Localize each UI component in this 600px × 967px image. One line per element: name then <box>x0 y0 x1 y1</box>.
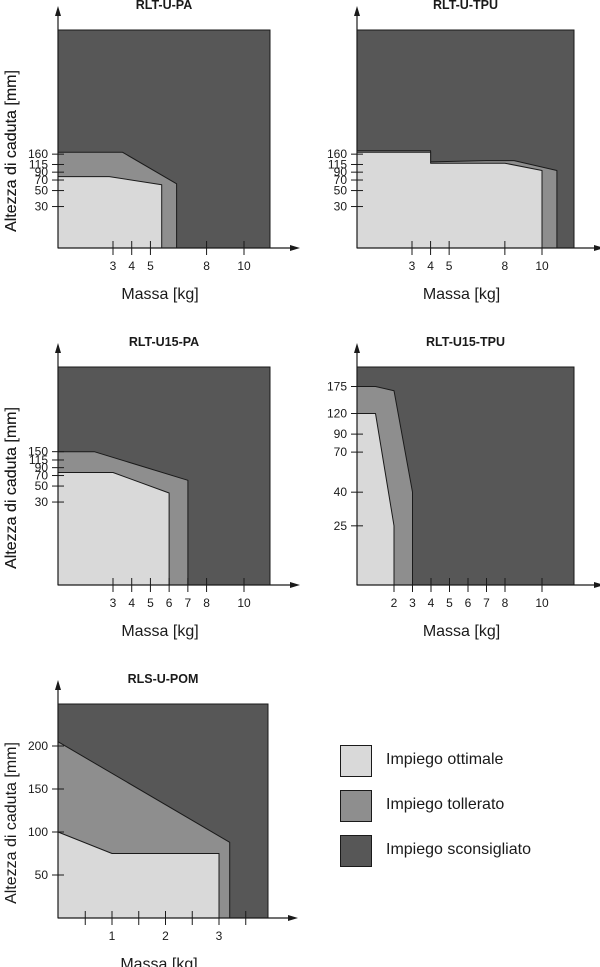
legend-swatch-sconsigliato <box>340 835 372 867</box>
y-tick-label: 200 <box>28 739 48 753</box>
y-tick-label: 50 <box>35 868 49 882</box>
y-axis-arrow-icon <box>55 6 61 16</box>
region-ottimale <box>57 176 163 249</box>
legend-label-tollerato: Impiego tollerato <box>386 796 505 813</box>
x-tick-label: 4 <box>128 596 135 610</box>
y-axis-label: Altezza di caduta [mm] <box>3 407 20 569</box>
y-tick-label: 50 <box>334 184 348 198</box>
chart-title: RLS-U-POM <box>128 672 199 686</box>
y-tick-label: 25 <box>334 519 348 533</box>
chart-title: RLT-U-PA <box>136 0 192 12</box>
x-tick-label: 8 <box>502 259 509 273</box>
x-axis-label: Massa [kg] <box>120 956 197 967</box>
y-tick-label: 115 <box>29 453 48 467</box>
x-tick-label: 3 <box>110 596 117 610</box>
y-tick-label: 160 <box>28 147 48 161</box>
x-tick-label: 6 <box>166 596 173 610</box>
chart-title: RLT-U-TPU <box>433 0 498 12</box>
x-tick-label: 2 <box>391 596 398 610</box>
y-tick-label: 50 <box>35 479 49 493</box>
chart-panel-5: RLS-U-POM 1 2 3 50 100 150 200 Massa [kg] Altezza… <box>3 672 298 967</box>
y-tick-label: 120 <box>327 407 347 421</box>
legend-label-ottimale: Impiego ottimale <box>386 751 504 768</box>
chart-title: RLT-U15-PA <box>129 335 199 349</box>
x-axis-label: Massa [kg] <box>121 286 198 303</box>
x-tick-label: 4 <box>428 596 435 610</box>
y-tick-label: 90 <box>334 165 348 179</box>
x-tick-label: 5 <box>446 596 453 610</box>
y-tick-label: 150 <box>28 445 48 459</box>
y-tick-label: 70 <box>35 173 49 187</box>
legend-item-sconsigliato: Impiego sconsigliato <box>340 835 590 869</box>
x-axis-label: Massa [kg] <box>121 623 198 640</box>
legend-swatch-tollerato <box>340 790 372 822</box>
x-tick-label: 10 <box>535 259 549 273</box>
x-axis-label: Massa [kg] <box>423 623 500 640</box>
legend-item-tollerato: Impiego tollerato <box>340 790 590 824</box>
y-tick-label: 30 <box>334 200 348 214</box>
y-axis-label: Altezza di caduta [mm] <box>3 70 20 232</box>
y-tick-label: 115 <box>29 157 48 171</box>
y-tick-label: 175 <box>327 380 347 394</box>
y-axis-label: Altezza di caduta [mm] <box>3 407 20 569</box>
legend-item-ottimale: Impiego ottimale <box>340 745 590 779</box>
x-axis-arrow-icon <box>290 245 300 251</box>
y-tick-label: 30 <box>35 495 49 509</box>
x-tick-label: 2 <box>162 929 169 943</box>
x-tick-label: 4 <box>128 259 135 273</box>
x-tick-label: 8 <box>203 596 210 610</box>
y-axis-arrow-icon <box>55 680 61 690</box>
x-tick-label: 3 <box>409 259 416 273</box>
y-tick-label: 90 <box>35 461 49 475</box>
x-tick-label: 7 <box>185 596 192 610</box>
legend-swatch-ottimale <box>340 745 372 777</box>
y-axis-label: Altezza di caduta [mm] <box>3 742 20 904</box>
x-axis-arrow-icon <box>288 915 298 921</box>
y-tick-label: 30 <box>35 200 49 214</box>
x-tick-label: 5 <box>147 596 154 610</box>
y-axis-arrow-icon <box>354 343 360 353</box>
y-axis-label: Altezza di caduta [mm] <box>3 70 20 232</box>
region-ottimale <box>356 151 543 249</box>
x-tick-label: 4 <box>427 259 434 273</box>
y-tick-label: 115 <box>328 157 347 171</box>
y-tick-label: 70 <box>334 445 348 459</box>
x-axis-arrow-icon <box>594 245 600 251</box>
chart-title: RLT-U15-TPU <box>426 335 505 349</box>
y-tick-label: 70 <box>334 173 348 187</box>
x-tick-label: 10 <box>535 596 549 610</box>
x-tick-label: 3 <box>110 259 117 273</box>
legend-label-sconsigliato: Impiego sconsigliato <box>386 841 531 858</box>
y-axis-arrow-icon <box>55 343 61 353</box>
x-tick-label: 3 <box>409 596 416 610</box>
y-tick-label: 90 <box>334 427 348 441</box>
x-tick-label: 7 <box>483 596 490 610</box>
x-tick-label: 10 <box>237 596 251 610</box>
x-axis-label: Massa [kg] <box>423 286 500 303</box>
x-tick-label: 5 <box>446 259 453 273</box>
y-tick-label: 90 <box>35 165 49 179</box>
y-tick-label: 40 <box>334 485 348 499</box>
y-tick-label: 150 <box>28 782 48 796</box>
region-ottimale <box>57 472 170 586</box>
x-tick-label: 1 <box>109 929 116 943</box>
y-tick-label: 70 <box>35 469 49 483</box>
x-tick-label: 3 <box>216 929 223 943</box>
x-tick-label: 8 <box>203 259 210 273</box>
x-tick-label: 6 <box>465 596 472 610</box>
y-tick-label: 50 <box>35 184 49 198</box>
x-tick-label: 8 <box>502 596 509 610</box>
x-tick-label: 10 <box>237 259 251 273</box>
y-tick-label: 100 <box>28 825 48 839</box>
x-axis-arrow-icon <box>594 582 600 588</box>
x-tick-label: 5 <box>147 259 154 273</box>
x-axis-arrow-icon <box>290 582 300 588</box>
y-axis-arrow-icon <box>354 6 360 16</box>
y-tick-label: 160 <box>327 147 347 161</box>
